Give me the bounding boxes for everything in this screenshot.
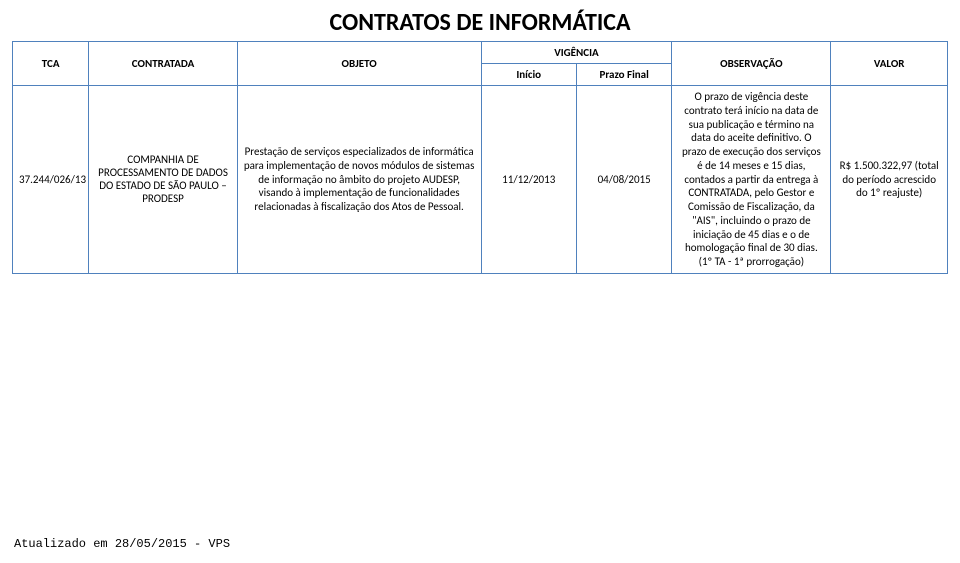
- cell-tca: 37.244/026/13: [13, 86, 89, 274]
- header-observacao: OBSERVAÇÃO: [672, 42, 831, 86]
- header-prazo: Prazo Final: [576, 64, 671, 86]
- header-contratada: CONTRATADA: [89, 42, 237, 86]
- cell-observacao: O prazo de vigência deste contrato terá …: [672, 86, 831, 274]
- header-inicio: Início: [481, 64, 576, 86]
- footer-text: Atualizado em 28/05/2015 - VPS: [14, 537, 230, 551]
- table-row: 37.244/026/13 COMPANHIA DE PROCESSAMENTO…: [13, 86, 948, 274]
- header-row-1: TCA CONTRATADA OBJETO VIGÊNCIA OBSERVAÇÃ…: [13, 42, 948, 64]
- header-vigencia: VIGÊNCIA: [481, 42, 672, 64]
- contracts-table: TCA CONTRATADA OBJETO VIGÊNCIA OBSERVAÇÃ…: [12, 41, 948, 274]
- cell-inicio: 11/12/2013: [481, 86, 576, 274]
- header-objeto: OBJETO: [237, 42, 481, 86]
- cell-valor: R$ 1.500.322,97 (total do período acresc…: [831, 86, 948, 274]
- cell-contratada: COMPANHIA DE PROCESSAMENTO DE DADOS DO E…: [89, 86, 237, 274]
- page-title: CONTRATOS DE INFORMÁTICA: [12, 8, 948, 37]
- cell-objeto: Prestação de serviços especializados de …: [237, 86, 481, 274]
- header-tca: TCA: [13, 42, 89, 86]
- header-valor: VALOR: [831, 42, 948, 86]
- cell-prazo: 04/08/2015: [576, 86, 671, 274]
